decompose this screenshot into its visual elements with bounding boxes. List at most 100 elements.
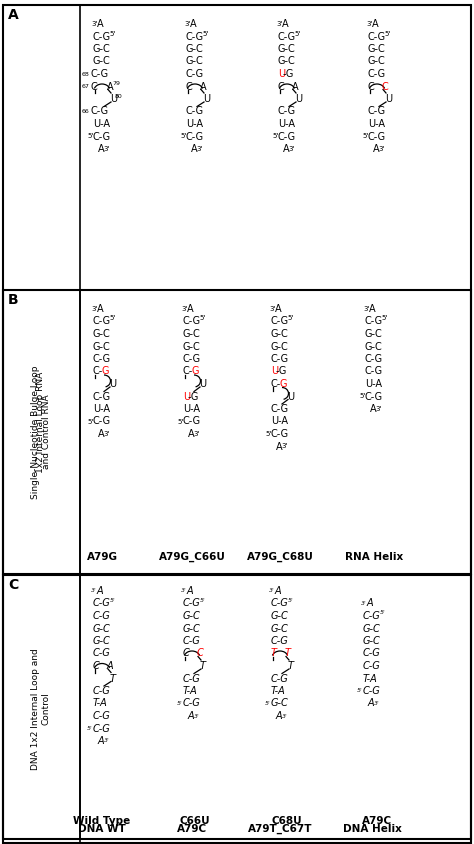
- Text: A79T_C67T: A79T_C67T: [248, 824, 312, 834]
- Text: C-G: C-G: [271, 636, 289, 646]
- Text: T: T: [271, 648, 277, 658]
- Text: G-C: G-C: [271, 342, 289, 351]
- Text: C-G: C-G: [93, 711, 111, 721]
- Text: C-G: C-G: [183, 354, 201, 364]
- Text: C-G: C-G: [363, 661, 381, 671]
- Text: U: U: [295, 94, 302, 104]
- Text: -G: -G: [276, 366, 287, 376]
- Text: T-A: T-A: [93, 699, 108, 708]
- Text: 3': 3': [374, 701, 380, 706]
- Text: G-C: G-C: [93, 57, 111, 67]
- Text: A: A: [191, 144, 198, 154]
- Text: 3': 3': [269, 588, 275, 593]
- Text: C-G: C-G: [93, 416, 111, 426]
- Text: G-C: G-C: [363, 624, 381, 634]
- Text: U-A: U-A: [93, 119, 110, 129]
- Text: A79C: A79C: [177, 824, 207, 834]
- Text: C-G: C-G: [93, 392, 111, 402]
- Text: C-G: C-G: [93, 31, 111, 41]
- Text: 5': 5': [381, 316, 387, 322]
- Text: 3': 3': [91, 588, 97, 593]
- Text: 3': 3': [181, 306, 187, 312]
- Text: 5': 5': [359, 393, 365, 399]
- Text: A: A: [107, 661, 114, 671]
- Text: G-C: G-C: [93, 624, 111, 634]
- Text: 5': 5': [287, 316, 293, 322]
- Text: A: A: [97, 586, 104, 596]
- Text: G-C: G-C: [93, 329, 111, 339]
- Text: 5': 5': [265, 701, 271, 706]
- Text: C-G: C-G: [368, 69, 386, 79]
- Text: C-G: C-G: [271, 404, 289, 414]
- Text: A: A: [275, 586, 282, 596]
- Text: C-: C-: [183, 366, 193, 376]
- Text: G: G: [280, 379, 288, 389]
- Text: A: A: [276, 441, 283, 452]
- Text: C-G: C-G: [271, 316, 289, 327]
- Text: G-C: G-C: [271, 624, 289, 634]
- Text: A: A: [370, 404, 377, 414]
- Text: G-C: G-C: [271, 329, 289, 339]
- Text: C-G: C-G: [363, 611, 381, 621]
- Text: G-C: G-C: [183, 624, 201, 634]
- Text: G-C: G-C: [278, 57, 296, 67]
- Text: T-A: T-A: [363, 674, 378, 684]
- Text: C-G: C-G: [271, 429, 289, 439]
- Text: DNA 1x2 Internal Loop and
Control: DNA 1x2 Internal Loop and Control: [31, 648, 51, 770]
- Text: 3': 3': [103, 146, 109, 152]
- Text: 3': 3': [91, 21, 97, 27]
- Text: G-C: G-C: [365, 342, 383, 351]
- Text: A: A: [188, 429, 195, 439]
- Text: 68: 68: [82, 72, 90, 77]
- Text: 5': 5': [380, 610, 386, 615]
- Text: C-G: C-G: [183, 316, 201, 327]
- Text: 5': 5': [180, 133, 186, 139]
- Text: 3': 3': [361, 601, 367, 606]
- Text: -G: -G: [188, 392, 200, 402]
- Text: C: C: [91, 82, 98, 91]
- Text: C: C: [8, 578, 18, 592]
- Text: G: G: [192, 366, 200, 376]
- Text: 5': 5': [109, 30, 115, 36]
- Text: 5': 5': [288, 598, 294, 603]
- Text: A79G_C68U: A79G_C68U: [246, 552, 313, 562]
- Text: 5': 5': [199, 316, 205, 322]
- Text: C66U: C66U: [180, 816, 210, 826]
- Text: T-A: T-A: [271, 686, 286, 696]
- Text: C-G: C-G: [186, 106, 204, 116]
- Text: A79G: A79G: [86, 552, 118, 562]
- Text: U: U: [271, 366, 278, 376]
- Text: C-G: C-G: [93, 648, 111, 658]
- Text: C-G: C-G: [278, 132, 296, 142]
- Text: 3': 3': [363, 306, 369, 312]
- Text: C-G: C-G: [186, 31, 204, 41]
- Text: C-G: C-G: [183, 598, 201, 609]
- Text: C-G: C-G: [363, 686, 381, 696]
- Text: A: A: [187, 304, 193, 314]
- Text: 5': 5': [87, 726, 93, 731]
- Text: 80: 80: [115, 94, 123, 99]
- Text: 3': 3': [269, 306, 275, 312]
- Text: U-A: U-A: [278, 119, 295, 129]
- Text: 5': 5': [272, 133, 278, 139]
- Text: C-G: C-G: [91, 106, 109, 116]
- Text: 5': 5': [110, 598, 116, 603]
- Text: G-C: G-C: [363, 636, 381, 646]
- Text: C-G: C-G: [271, 674, 289, 684]
- Text: T: T: [285, 648, 291, 658]
- Text: C-G: C-G: [363, 648, 381, 658]
- Text: 3': 3': [91, 306, 97, 312]
- Text: 66: 66: [82, 109, 90, 114]
- Text: C: C: [382, 82, 389, 91]
- Text: C-: C-: [271, 379, 281, 389]
- Text: 5': 5': [265, 431, 271, 437]
- Text: C: C: [93, 661, 100, 671]
- Text: G-C: G-C: [278, 44, 296, 54]
- Text: T: T: [200, 661, 206, 671]
- Text: G-C: G-C: [271, 611, 289, 621]
- Text: U: U: [287, 392, 294, 402]
- Text: G-C: G-C: [186, 44, 204, 54]
- Text: 67: 67: [82, 84, 90, 89]
- Text: 5': 5': [177, 419, 183, 425]
- Text: C-G: C-G: [271, 598, 289, 609]
